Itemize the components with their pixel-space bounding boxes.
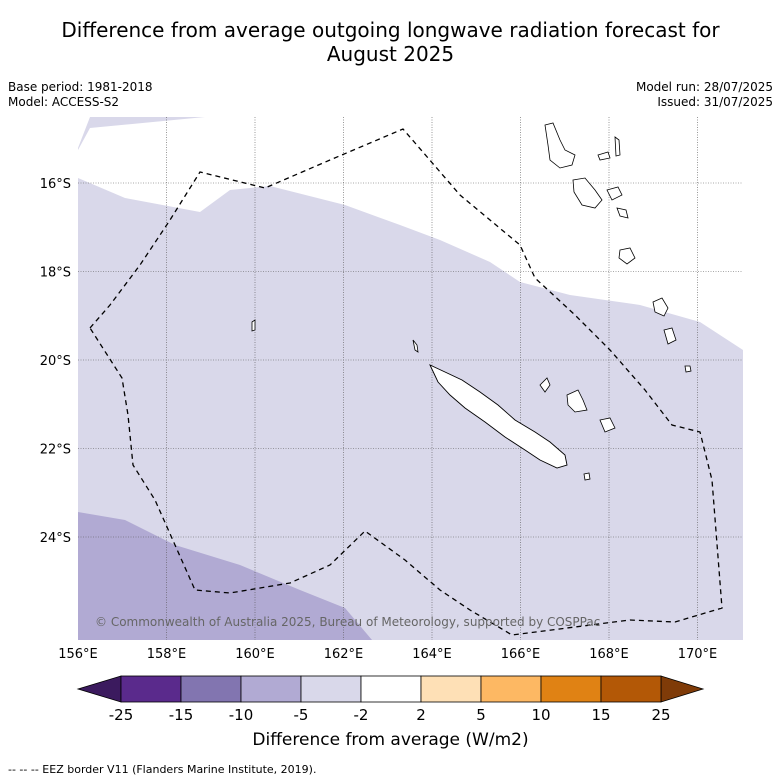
colorbar-tick-label: 15: [591, 706, 610, 724]
lat-tick-20: 20°S: [40, 354, 71, 369]
lon-tick-166: 166°E: [501, 647, 541, 662]
eez-border: [89, 128, 723, 636]
page-title: Difference from average outgoing longwav…: [0, 18, 781, 66]
colorbar-segment: [540, 675, 602, 703]
island-lifou: [566, 389, 588, 413]
colorbar-tick-label: 10: [531, 706, 550, 724]
island-erromango: [652, 297, 669, 317]
anomaly-neutral-corner: [78, 117, 90, 148]
lon-tick-162: 162°E: [324, 647, 364, 662]
island-tanna: [663, 327, 677, 345]
lon-tick-170: 170°E: [678, 647, 718, 662]
island-ambrym: [606, 186, 623, 201]
island-malekula: [572, 177, 603, 209]
colorbar-extend-high: [660, 675, 705, 703]
colorbar-segment: [420, 675, 482, 703]
island-ambae: [597, 151, 611, 161]
lon-tick-164: 164°E: [412, 647, 452, 662]
eez-legend-note: -- -- -- EEZ border V11 (Flanders Marine…: [8, 763, 317, 776]
meta-right: Model run: 28/07/2025 Issued: 31/07/2025: [636, 80, 773, 110]
title-line-2: August 2025: [326, 42, 455, 66]
colorbar-segment: [180, 675, 242, 703]
colorbar-tick-label: -5: [294, 706, 309, 724]
colorbar-tick-label: 5: [476, 706, 486, 724]
island-efate: [618, 247, 636, 265]
model-name: Model: ACCESS-S2: [8, 95, 120, 109]
meta-left: Base period: 1981-2018 Model: ACCESS-S2: [8, 80, 153, 110]
anomaly-neutral-region: [78, 117, 743, 350]
lon-tick-156: 156°E: [58, 647, 98, 662]
new-caledonia-island: [429, 364, 568, 469]
lat-axis: 16°S 18°S 20°S 22°S 24°S: [40, 177, 71, 546]
island-epi: [616, 207, 629, 219]
lon-tick-158: 158°E: [147, 647, 187, 662]
colorbar-extend-low: [76, 675, 122, 703]
copyright-notice: © Commonwealth of Australia 2025, Bureau…: [95, 615, 600, 629]
map-area: © Commonwealth of Australia 2025, Bureau…: [78, 117, 743, 640]
graticule: [78, 117, 743, 640]
base-period: Base period: 1981-2018: [8, 80, 153, 94]
colorbar-segment: [360, 675, 422, 703]
lat-tick-24: 24°S: [40, 531, 71, 546]
island-mare: [599, 417, 616, 433]
lat-tick-22: 22°S: [40, 443, 71, 458]
island-aneityum: [684, 365, 692, 373]
colorbar-segment: [480, 675, 542, 703]
colorbar-segment: [120, 675, 182, 703]
island-reef: [251, 319, 256, 332]
colorbar-segment: [600, 675, 662, 703]
island-chesterfield: [412, 339, 419, 353]
island-maewo: [614, 136, 621, 157]
colorbar-label: Difference from average (W/m2): [252, 730, 529, 750]
title-line-1: Difference from average outgoing longwav…: [61, 18, 720, 42]
island-isle-of-pines: [583, 472, 591, 481]
colorbar-segment: [300, 675, 362, 703]
colorbar-tick-label: -15: [169, 706, 194, 724]
island-espiritu-santo: [544, 122, 576, 169]
lat-tick-16: 16°S: [40, 177, 71, 192]
colorbar-tick-label: -2: [354, 706, 369, 724]
colorbar-segment: [240, 675, 302, 703]
issued-date: Issued: 31/07/2025: [657, 95, 773, 109]
colorbar: -25 -15 -10 -5 -2 2 5 10 15 25: [76, 675, 705, 724]
colorbar-tick-label: -25: [109, 706, 134, 724]
lat-tick-18: 18°S: [40, 266, 71, 281]
lon-tick-168: 168°E: [589, 647, 629, 662]
colorbar-tick-label: 25: [651, 706, 670, 724]
colorbar-tick-label: -10: [229, 706, 254, 724]
island-ouvea: [539, 377, 551, 393]
anomaly-band-minus10-minus5: [78, 512, 372, 640]
lon-axis: 156°E 158°E 160°E 162°E 164°E 166°E 168°…: [58, 647, 717, 662]
colorbar-tick-label: 2: [416, 706, 426, 724]
model-run: Model run: 28/07/2025: [635, 80, 773, 94]
lon-tick-160: 160°E: [235, 647, 275, 662]
